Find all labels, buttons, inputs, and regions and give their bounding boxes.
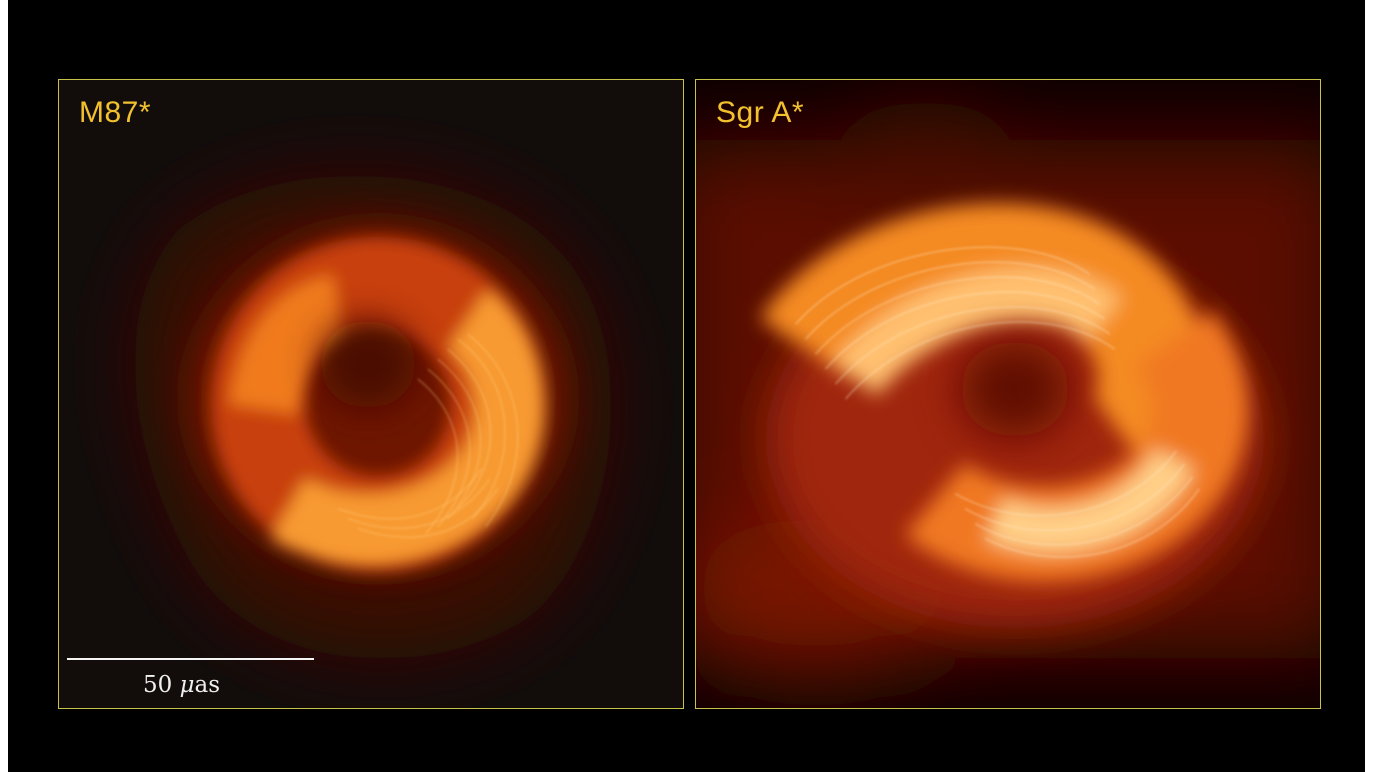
m87-panel: M87* 50 μas (58, 79, 684, 709)
m87-image (134, 175, 612, 659)
left-edge-strip (0, 0, 8, 772)
scale-bar-unit-rest: as (194, 672, 221, 698)
right-edge-strip (1365, 0, 1373, 772)
scale-bar (67, 658, 314, 660)
scale-bar-value: 50 (143, 672, 173, 698)
scale-bar-unit-symbol: μ (179, 672, 195, 698)
m87-label: M87* (79, 96, 152, 129)
scale-bar-label: 50 μas (143, 672, 220, 698)
sgra-label: Sgr A* (716, 96, 805, 129)
sgra-panel: Sgr A* (695, 79, 1321, 709)
sgra-image (696, 99, 1320, 679)
